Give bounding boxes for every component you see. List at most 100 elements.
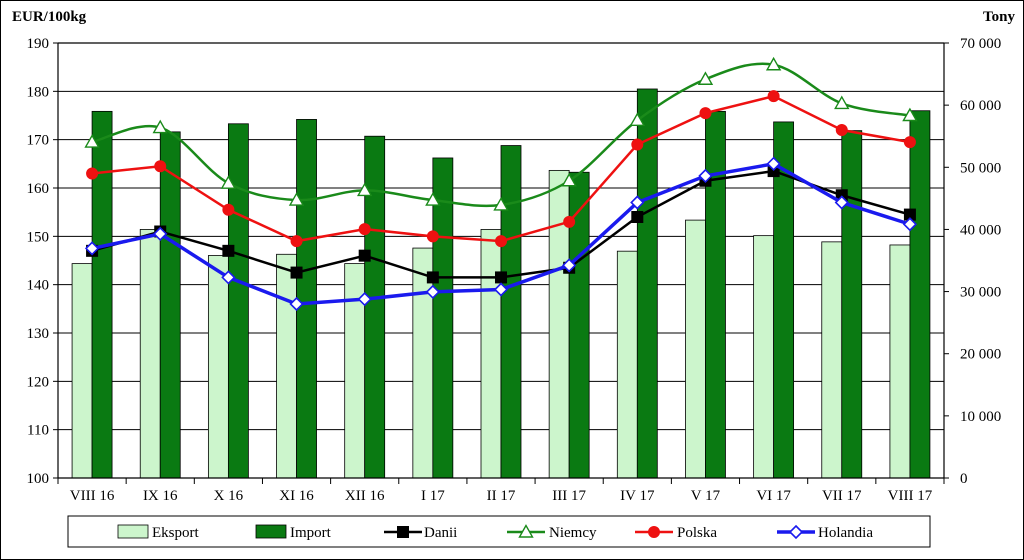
- right-tick-label: 0: [960, 471, 968, 487]
- x-tick-label: I 17: [421, 488, 445, 504]
- legend-marker-polska: [648, 526, 660, 538]
- bars-group: [71, 88, 931, 479]
- marker-niemcy: [902, 107, 918, 122]
- marker-polska: [767, 90, 780, 103]
- marker-niemcy: [220, 175, 237, 189]
- marker-holandia: [834, 195, 849, 210]
- bar-eksport: [616, 250, 638, 479]
- legend-label-polska: Polska: [677, 525, 717, 541]
- x-tick-label: X 16: [214, 488, 244, 504]
- marker-holandia: [698, 168, 713, 184]
- left-tick-label: 170: [27, 133, 50, 149]
- marker-polska: [631, 138, 644, 151]
- x-tick-label: IX 16: [143, 488, 178, 504]
- marker-dania: [290, 266, 303, 279]
- bar-import: [296, 119, 317, 479]
- marker-niemcy: [493, 196, 509, 211]
- marker-holandia: [766, 156, 781, 171]
- lines-group: [84, 56, 918, 312]
- marker-holandia: [562, 258, 577, 273]
- bar-import: [500, 145, 522, 479]
- bar-import: [91, 110, 113, 479]
- marker-holandia: [357, 292, 372, 307]
- left-tick-label: 130: [27, 326, 50, 342]
- bar-eksport: [889, 244, 911, 479]
- legend-swatch-import: [255, 524, 287, 539]
- marker-holandia: [630, 195, 645, 210]
- marker-niemcy: [765, 56, 782, 71]
- marker-niemcy: [356, 182, 373, 197]
- bar-import: [705, 110, 726, 479]
- bar-eksport: [207, 255, 229, 479]
- marker-niemcy: [425, 192, 441, 206]
- left-tick-label: 110: [27, 423, 49, 439]
- bar-eksport: [139, 229, 161, 479]
- bar-eksport: [548, 169, 570, 479]
- left-tick-label: 100: [27, 471, 50, 487]
- legend-label-import: Import: [290, 525, 332, 541]
- marker-polska: [903, 136, 916, 149]
- x-tick-label: V 17: [691, 488, 721, 504]
- x-tick-label: VIII 16: [70, 488, 115, 504]
- marker-holandia: [902, 217, 918, 232]
- left-tick-label: 180: [27, 84, 50, 100]
- marker-polska: [699, 107, 712, 120]
- legend: Eksport Import Danii Niemcy Polska Holandia: [67, 515, 931, 548]
- marker-polska: [86, 167, 99, 180]
- marker-polska: [154, 160, 167, 173]
- marker-niemcy: [697, 71, 714, 85]
- marker-polska: [290, 235, 303, 248]
- marker-holandia: [289, 296, 304, 312]
- marker-niemcy: [834, 95, 850, 110]
- bar-eksport: [821, 241, 843, 479]
- marker-niemcy: [561, 172, 577, 187]
- marker-niemcy: [288, 192, 305, 206]
- x-tick-label: VII 17: [822, 488, 862, 504]
- marker-dania: [495, 271, 507, 284]
- left-axis-title: EUR/100kg: [12, 9, 87, 25]
- left-tick-label: 190: [27, 36, 50, 52]
- marker-holandia: [425, 284, 440, 300]
- x-tick-label: XI 16: [279, 488, 314, 504]
- right-tick-label: 30 000: [960, 285, 1001, 301]
- bar-eksport: [276, 253, 297, 479]
- marker-holandia: [153, 226, 168, 242]
- left-tick-label: 140: [27, 278, 50, 294]
- legend-swatch-eksport: [117, 524, 149, 539]
- bar-import: [227, 123, 249, 479]
- marker-holandia: [221, 270, 236, 285]
- x-tick-label: IV 17: [620, 488, 655, 504]
- bar-import: [432, 157, 454, 479]
- bar-eksport: [685, 219, 706, 479]
- marker-polska: [222, 203, 235, 216]
- marker-niemcy: [629, 112, 646, 127]
- x-tick-label: II 17: [487, 488, 516, 504]
- right-tick-label: 10 000: [960, 409, 1001, 425]
- bar-import: [841, 130, 863, 479]
- bar-eksport: [753, 235, 775, 479]
- bar-import: [909, 110, 931, 479]
- bar-import: [159, 131, 181, 479]
- marker-polska: [426, 230, 439, 243]
- x-tick-label: XII 16: [345, 488, 385, 504]
- axes-group: 100 110 120 130 140 150 160 170 180 190 0 10 000 20 …: [27, 36, 1002, 504]
- marker-niemcy: [84, 134, 100, 148]
- bar-import: [364, 135, 386, 479]
- marker-dania: [222, 244, 235, 257]
- left-tick-label: 160: [27, 181, 50, 197]
- x-tick-label: VIII 17: [888, 488, 933, 504]
- bar-eksport: [71, 263, 93, 479]
- legend-marker-danii: [397, 526, 409, 538]
- right-axis-title: Tony: [983, 9, 1015, 25]
- marker-polska: [835, 124, 848, 136]
- marker-niemcy: [152, 119, 168, 134]
- marker-holandia: [84, 241, 100, 256]
- x-tick-label: VI 17: [756, 488, 791, 504]
- right-tick-label: 40 000: [960, 222, 1001, 238]
- marker-polska: [358, 223, 371, 236]
- legend-label-danii: Danii: [424, 525, 457, 541]
- x-tick-label: III 17: [552, 488, 586, 504]
- marker-dania: [358, 249, 371, 262]
- right-tick-label: 70 000: [960, 36, 1001, 52]
